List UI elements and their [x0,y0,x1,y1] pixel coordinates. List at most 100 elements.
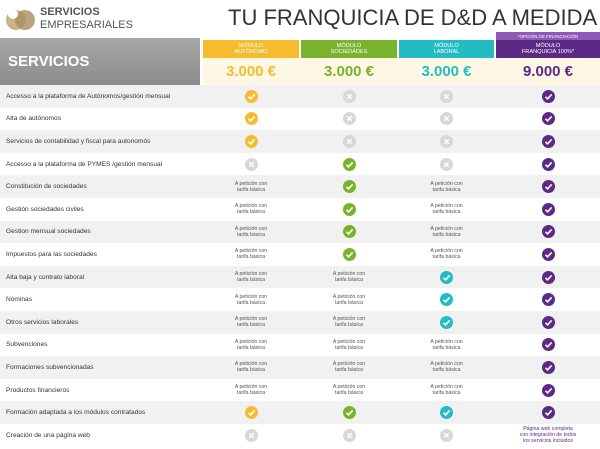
cell-line: tarifa básica [237,254,265,261]
cell-line: con integración de todos [519,432,577,439]
cross-icon [342,89,356,103]
cell-line: tarifa básica [237,299,265,306]
cell-text: A petición con tarifa básica [203,334,299,357]
cell-line: A petición con [430,180,463,187]
cell-text: A petición con tarifa básica [399,175,494,198]
cell-line: tarifa básica [432,390,461,397]
cell-text: A petición con tarifa básica [203,175,299,198]
cell-line: A petición con [332,384,366,391]
cross-icon [440,157,453,171]
logo-line1: SERVICIOS [40,6,100,18]
cell-line: A petición con [430,248,463,255]
cell-text: A petición con tarifa básica [399,198,494,221]
cell-line: A petición con [430,361,463,368]
check-icon [244,112,258,126]
row-label: Productos financieros [6,386,70,394]
cross-icon [440,135,453,148]
cell-text: A petición con tarifa básica [399,243,494,266]
cell-line: A petición con [234,180,268,187]
cell-line: tarifa básica [237,186,265,193]
row-background [0,378,600,402]
row-background [0,107,600,131]
check-icon [244,406,258,420]
cell-line: tarifa básica [237,344,265,351]
row-label: Alta de autónomos [6,115,61,123]
check-icon [541,89,555,103]
check-icon [440,315,453,329]
column-header: MÓDULO LABORAL [399,40,494,58]
cell-line: tarifa básica [432,209,461,216]
cell-text: A petición con tarifa básica [399,221,494,244]
check-icon [541,112,555,126]
cell-line: tarifa básica [335,367,363,374]
column-name: LABORAL [433,49,460,55]
price: 3.000 € [323,63,375,80]
check-icon [342,248,356,261]
row-background [0,220,600,244]
cell-line: A petición con [234,384,268,391]
cell-line: los servicios incluidos [523,438,573,445]
price: 3.000 € [225,63,277,80]
logo-line2: EMPRESARIALES [40,19,133,31]
row-label: Accesso a la plataforma de PYMES /gestió… [6,160,163,168]
row-background [0,152,600,176]
cell-line: A petición con [234,225,268,232]
column-header: MÓDULO FRANQUICIA 100%* [496,40,600,58]
cell-text: A petición con tarifa básica [301,288,397,311]
row-label: Gestión sociedades civiles [6,205,84,213]
check-icon [541,406,555,420]
services-header: SERVICIOS [0,38,200,85]
check-icon [342,406,356,420]
cell-line: A petición con [430,203,463,210]
cell-text: A petición con tarifa básica [301,356,397,379]
row-background [0,130,600,153]
cross-icon [342,135,356,148]
cell-line: A petición con [234,338,268,345]
cell-line: A petición con [234,316,268,323]
cell-line: A petición con [332,271,366,278]
cell-text: A petición con tarifa básica [203,288,299,311]
check-icon [541,383,555,397]
row-label: Subvenciones [6,341,48,349]
cell-line: A petición con [430,384,463,391]
cell-line: tarifa básica [432,367,461,374]
row-background [0,265,600,289]
cell-line: tarifa básica [432,254,461,261]
cell-line: A petición con [234,271,268,278]
check-icon [541,338,555,352]
cell-line: tarifa básica [335,344,363,351]
cell-text: A petición con tarifa básica [203,266,299,289]
check-icon [342,225,356,239]
cell-text: A petición con tarifa básica [301,334,397,357]
cell-line: A petición con [234,293,268,300]
row-background [0,356,600,379]
row-label: Impuestos para las sociedades [6,250,97,258]
check-icon [541,248,555,261]
cell-line: tarifa básica [237,277,265,284]
row-label: Creación de una página web [6,431,90,439]
cell-text: A petición con tarifa básica [203,243,299,266]
row-label: Formaciones subvencionadas [6,363,94,371]
cross-icon [342,428,356,442]
check-icon [440,406,453,420]
check-icon [541,293,555,307]
check-icon [440,293,453,307]
cell-text: A petición con tarifa básica [399,334,494,357]
check-icon [342,202,356,216]
row-label: Alta baja y contrato laboral [6,273,85,281]
cell-line: tarifa básica [335,277,363,284]
cross-icon [440,112,453,126]
cell-line: tarifa básica [335,322,363,329]
row-background [0,288,600,311]
column-header: MÓDULO SOCIEDADES [301,40,397,58]
price: 9.000 € [522,63,574,80]
check-icon [541,315,555,329]
check-icon [541,202,555,216]
cell-line: tarifa básica [432,344,461,351]
check-icon [342,180,356,194]
cell-text: A petición con tarifa básica [203,311,299,334]
cell-line: A petición con [332,316,366,323]
cell-text: Página web completa con integración de to… [496,424,600,447]
column-name: FRANQUICIA 100%* [521,49,575,55]
